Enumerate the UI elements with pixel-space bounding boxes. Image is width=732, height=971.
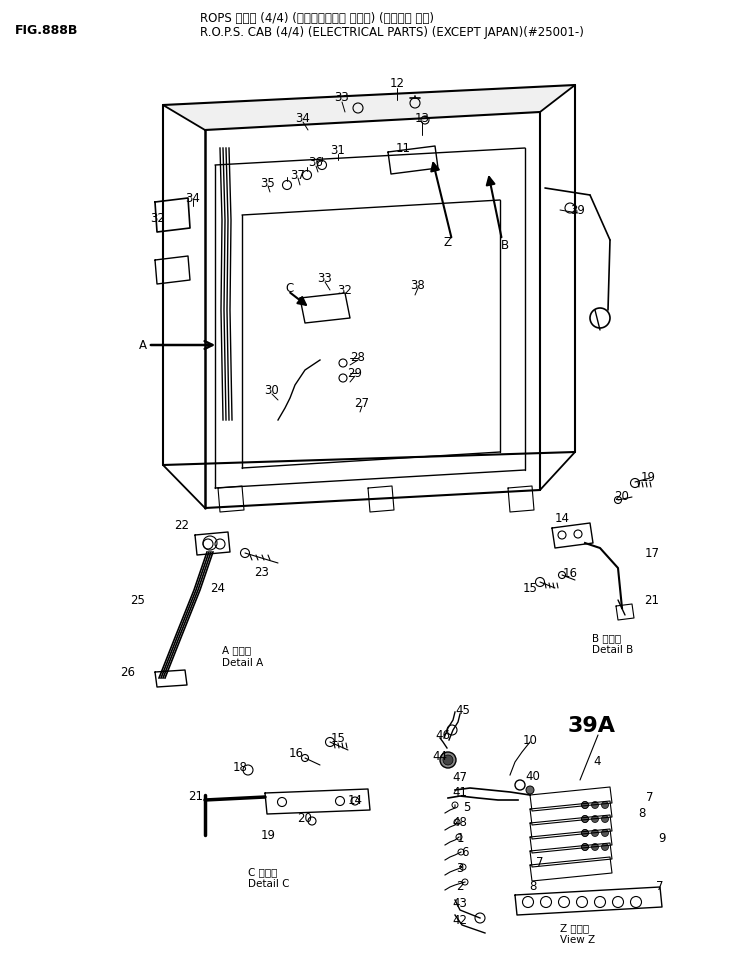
Text: 20: 20: [298, 812, 313, 824]
Text: 33: 33: [318, 272, 332, 285]
Text: B 詳細図: B 詳細図: [592, 633, 621, 643]
Text: 21: 21: [644, 593, 660, 607]
Text: 29: 29: [348, 366, 362, 380]
Text: C 詳細図: C 詳細図: [248, 867, 277, 877]
Text: 8: 8: [638, 807, 646, 820]
Circle shape: [581, 816, 589, 822]
Text: 39: 39: [570, 204, 586, 217]
Text: Detail A: Detail A: [222, 658, 264, 668]
Text: 18: 18: [233, 760, 247, 774]
Circle shape: [591, 829, 599, 836]
Text: A 詳細図: A 詳細図: [222, 645, 251, 655]
Text: A: A: [139, 339, 147, 352]
Text: 19: 19: [261, 828, 275, 842]
Text: 47: 47: [452, 771, 468, 784]
Text: 27: 27: [354, 396, 370, 410]
Text: 40: 40: [526, 769, 540, 783]
Text: 1: 1: [456, 831, 464, 845]
Text: 41: 41: [452, 786, 468, 798]
Text: 45: 45: [455, 704, 471, 717]
Text: 43: 43: [452, 896, 468, 910]
Text: 26: 26: [121, 665, 135, 679]
Text: 11: 11: [395, 142, 411, 154]
Circle shape: [602, 829, 608, 836]
Text: 33: 33: [335, 90, 349, 104]
Text: FIG.888B: FIG.888B: [15, 23, 78, 37]
Text: 36: 36: [309, 155, 324, 169]
Circle shape: [591, 844, 599, 851]
Text: 4: 4: [593, 754, 601, 767]
Text: 44: 44: [433, 750, 447, 762]
Text: View Z: View Z: [560, 935, 595, 945]
Text: 15: 15: [331, 731, 346, 745]
Text: 12: 12: [389, 77, 405, 89]
Text: 42: 42: [452, 914, 468, 926]
Text: Z: Z: [444, 236, 452, 249]
Text: 16: 16: [562, 566, 578, 580]
Text: 3: 3: [456, 861, 463, 875]
Text: Detail C: Detail C: [248, 879, 289, 889]
Text: 7: 7: [646, 790, 654, 803]
Text: 15: 15: [523, 582, 537, 594]
Text: 7: 7: [657, 880, 664, 892]
Text: C: C: [286, 282, 294, 294]
Text: ROPS キャブ (4/4) (エレクトリカル パーツ) (カイガイ ヨウ): ROPS キャブ (4/4) (エレクトリカル パーツ) (カイガイ ヨウ): [200, 12, 434, 25]
Circle shape: [602, 816, 608, 822]
Text: 9: 9: [658, 831, 665, 845]
Text: 17: 17: [644, 547, 660, 559]
Text: 39A: 39A: [568, 716, 616, 736]
Circle shape: [526, 786, 534, 794]
Circle shape: [440, 752, 456, 768]
Circle shape: [591, 816, 599, 822]
Text: 35: 35: [261, 177, 275, 189]
Text: 28: 28: [351, 351, 365, 363]
Text: 48: 48: [452, 816, 468, 828]
Text: 37: 37: [291, 169, 305, 182]
Text: 46: 46: [436, 728, 450, 742]
Text: 32: 32: [337, 284, 352, 296]
Text: 24: 24: [211, 582, 225, 594]
Text: 20: 20: [615, 489, 630, 503]
Polygon shape: [163, 85, 575, 130]
Text: 10: 10: [523, 733, 537, 747]
Text: 5: 5: [463, 800, 471, 814]
Text: 32: 32: [151, 212, 165, 224]
Text: 2: 2: [456, 880, 464, 892]
Text: 14: 14: [555, 512, 569, 524]
Circle shape: [602, 844, 608, 851]
Text: 25: 25: [130, 593, 146, 607]
Text: 38: 38: [411, 279, 425, 291]
Text: 19: 19: [640, 471, 655, 484]
Text: 21: 21: [189, 789, 203, 802]
Text: 22: 22: [174, 519, 190, 531]
Text: Detail B: Detail B: [592, 645, 633, 655]
Text: R.O.P.S. CAB (4/4) (ELECTRICAL PARTS) (EXCEPT JAPAN)(#25001-): R.O.P.S. CAB (4/4) (ELECTRICAL PARTS) (E…: [200, 26, 584, 39]
Circle shape: [591, 801, 599, 809]
Text: 31: 31: [331, 144, 346, 156]
Circle shape: [581, 801, 589, 809]
Circle shape: [581, 844, 589, 851]
Circle shape: [443, 755, 453, 765]
Text: 34: 34: [186, 191, 201, 205]
Circle shape: [581, 829, 589, 836]
Text: 23: 23: [255, 565, 269, 579]
Text: 8: 8: [529, 880, 537, 892]
Text: B: B: [501, 239, 509, 251]
Circle shape: [602, 801, 608, 809]
Text: 16: 16: [288, 747, 304, 759]
Text: 34: 34: [296, 112, 310, 124]
Text: 7: 7: [537, 855, 544, 868]
Text: 30: 30: [265, 384, 280, 396]
Text: 13: 13: [414, 112, 430, 124]
Text: Z 詳細図: Z 詳細図: [560, 923, 589, 933]
Text: 14: 14: [348, 793, 362, 807]
Text: 6: 6: [461, 846, 468, 858]
